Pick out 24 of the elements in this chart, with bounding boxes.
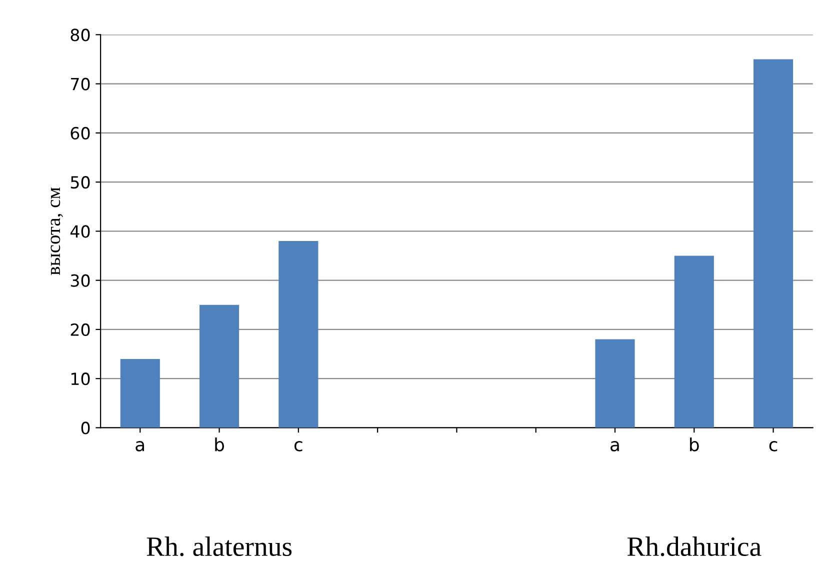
bar <box>595 339 635 428</box>
bar <box>754 59 794 428</box>
y-tick-label: 50 <box>70 176 90 189</box>
bar <box>199 304 240 428</box>
x-tick-label: c <box>294 441 302 452</box>
y-tick-label: 70 <box>70 78 90 90</box>
y-axis-title: высота, см <box>50 187 63 276</box>
y-tick-label: 60 <box>70 126 90 140</box>
y-tick-label: 10 <box>71 372 90 386</box>
x-tick-label: a <box>136 441 144 452</box>
y-tick-label: 20 <box>70 323 90 336</box>
y-tick-label: 30 <box>70 274 90 287</box>
y-tick-label: 0 <box>81 422 90 434</box>
bar <box>120 358 160 428</box>
y-tick-label: 40 <box>70 225 90 238</box>
x-tick-label: c <box>769 441 778 452</box>
bar <box>278 241 318 428</box>
y-tick-label: 80 <box>70 28 90 42</box>
text: Rh.dahurica <box>627 536 762 556</box>
x-tick-label: b <box>690 437 699 452</box>
bar <box>674 256 714 428</box>
x-tick-label: b <box>215 437 224 452</box>
text: Rh. alaternus <box>146 536 292 556</box>
x-tick-label: a <box>610 441 619 452</box>
